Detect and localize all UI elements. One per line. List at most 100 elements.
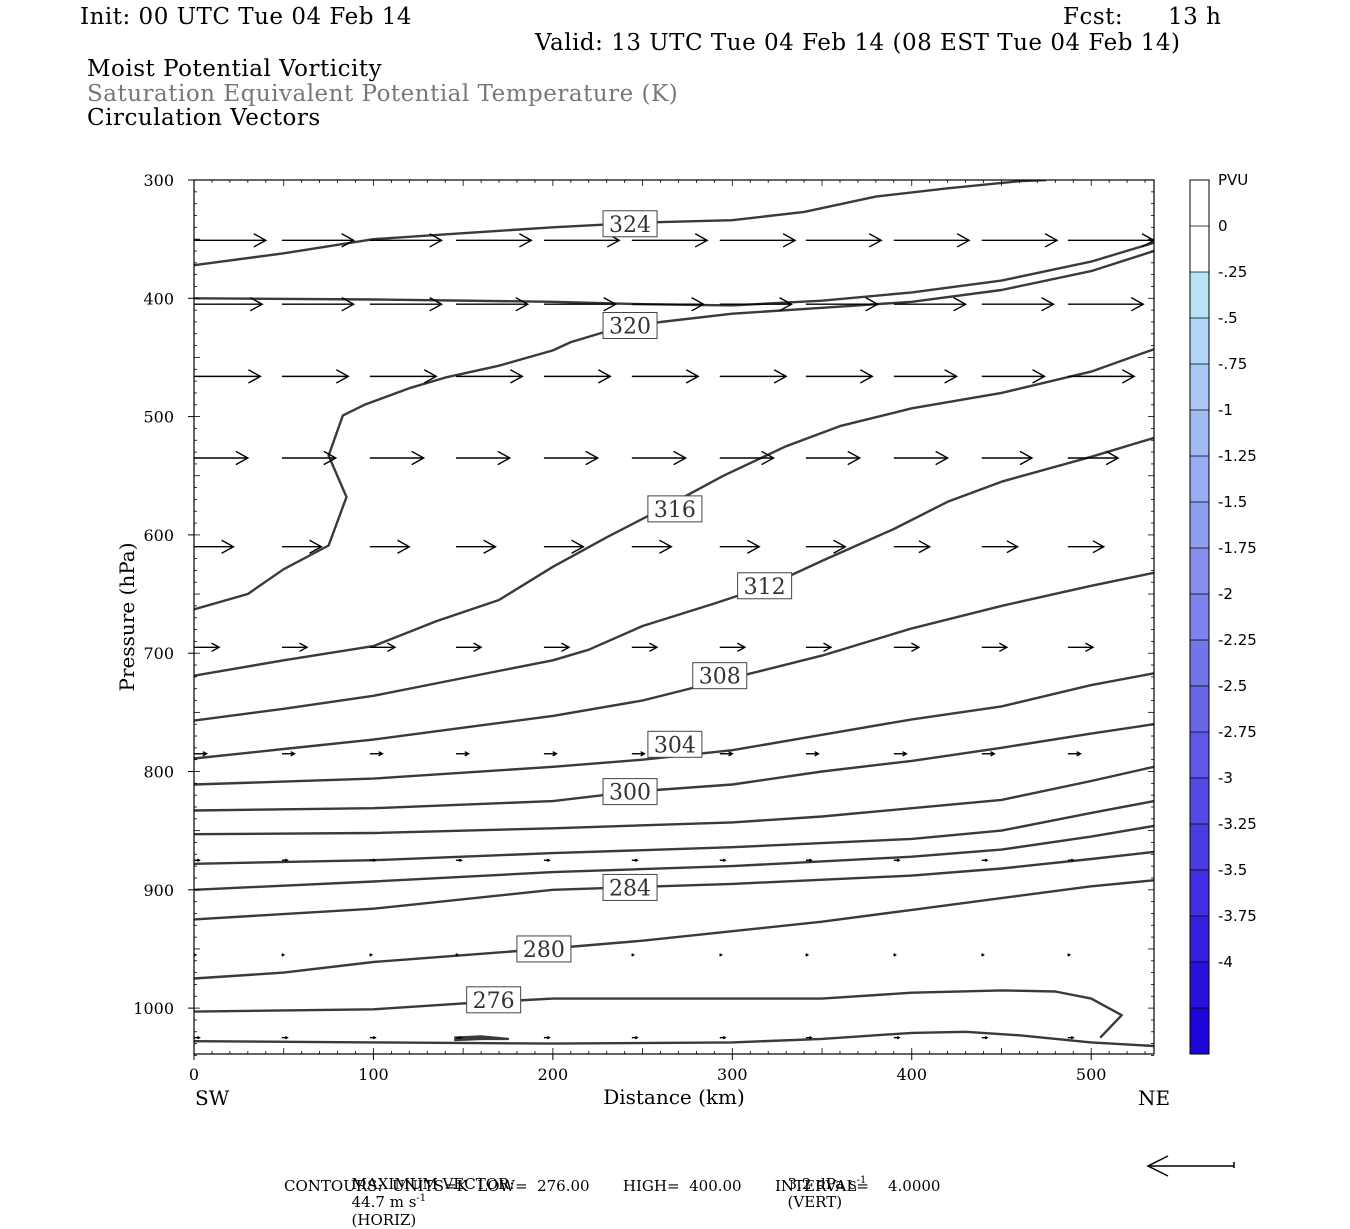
vector-arrowhead [561,642,571,653]
y-tick-label: 800 [143,763,174,782]
contour-label-box [692,662,748,690]
theta-es-contour [194,571,1154,760]
x-tick-label: 200 [538,1065,569,1084]
colorbar-frame [1189,179,1210,1055]
max-vector-vert-exp: -1 [856,1175,867,1186]
vector-arrowhead [546,858,551,862]
vector-arrowhead [953,297,968,312]
y-axis: 300 400 500 600 700 800 900 1000 [133,171,1154,1056]
vector-arrowhead [649,642,659,653]
contour-label: 280 [523,938,565,963]
vector-arrowhead [868,233,883,248]
theta-es-contour [194,249,1154,611]
contour-label-box [516,935,572,963]
forecast-label: Fcst: [1063,4,1124,30]
vector-arrowhead [1006,540,1020,554]
vector-arrowhead [773,369,788,384]
vector-arrowhead [859,369,874,384]
max-vector-label: MAXIMUM VECTOR: [351,1175,515,1193]
x-tick-label: 400 [896,1065,927,1084]
x-tick-label: 300 [717,1065,748,1084]
y-tick-label: 700 [143,644,174,663]
vector-arrowhead [429,233,444,248]
colorbar-swatch [1190,548,1209,595]
max-vector-horiz-exp: -1 [416,1193,427,1204]
vector-arrowhead [372,1035,377,1040]
x-tick-label: 500 [1076,1065,1107,1084]
vector-arrowhead [1105,450,1120,466]
x-tick-label: 100 [358,1065,389,1084]
contour-label: 308 [699,665,741,690]
vector-arrowhead [1092,540,1106,554]
contour-label: 316 [654,498,696,523]
vector-arrowhead [253,233,268,248]
vector-arrowhead [341,297,356,312]
vector-arrowhead [673,450,688,466]
vector-arrowhead [691,297,706,312]
colorbar-label: -.5 [1218,309,1238,327]
colorbar-swatch [1190,962,1209,1009]
contour-label: 312 [744,575,786,600]
vector-arrowhead [719,953,724,957]
vector-arrowhead [369,953,374,957]
vector-arrowhead [387,642,397,653]
contours-info: CONTOURS: UNITS=K LOW= 276.00 HIGH= 400.… [284,1177,941,1195]
colorbar-swatch [1190,226,1209,273]
theta-es-contour [194,1030,1154,1048]
vector-layer [194,233,1154,1040]
vector-arrowhead [761,450,776,466]
colorbar-swatch [1190,732,1209,779]
vector-arrowhead [597,369,612,384]
vector-arrowhead [571,539,585,554]
vector-arrowhead [634,1035,639,1040]
x-end-label-left: SW [195,1086,230,1110]
y-tick-label: 400 [143,289,174,308]
vector-arrowhead [411,450,426,466]
vector-arrowhead [221,539,235,554]
vector-arrowhead [944,369,959,384]
vert-tag: (VERT) [787,1193,843,1211]
colorbar-label: -1 [1218,401,1233,419]
colorbar-swatch [1190,502,1209,549]
vector-arrowhead [805,953,810,957]
vector-arrowhead [722,1035,727,1040]
contour-label-box [602,210,658,238]
vector-arrowhead [640,751,646,757]
vector-arrowhead [782,233,797,248]
theta-es-contour [194,879,1154,980]
y-tick-label: 500 [143,408,174,427]
vector-arrowhead [459,858,463,862]
vector-arrowhead [309,539,323,554]
vector-arrowhead [893,953,898,957]
colorbar-label: -3.5 [1218,861,1247,879]
theta-es-contour [194,799,1154,865]
vector-arrowhead [896,1035,901,1040]
vector-arrowhead [546,1035,551,1040]
colorbar-swatch [1190,180,1209,227]
vector-arrowhead [515,297,530,312]
contour-label: 300 [609,781,651,806]
vector-arrowhead [918,540,932,554]
colorbar-swatch [1190,916,1209,963]
theta-es-contour [194,241,1154,307]
vector-arrowhead [235,450,250,466]
colorbar-label: -3.25 [1218,815,1257,833]
contour-label: 284 [609,876,651,901]
plot-frame [193,179,1155,1055]
vector-arrowhead [1019,450,1034,466]
vector-arrowhead [249,297,264,312]
vector-arrowhead [464,751,470,757]
colorbar-label: -.25 [1218,263,1247,281]
vector-arrowhead [808,858,813,862]
vector-arrowhead [290,751,296,757]
vector-arrowhead [510,369,524,384]
colorbar-label: -.75 [1218,355,1247,373]
vector-arrowhead [808,1035,813,1040]
theta-es-contour [194,723,1154,812]
vector-arrowhead [552,751,558,757]
vector-arrowhead [323,450,338,466]
colorbar-swatch [1190,686,1209,733]
reference-vector-icon [1146,1155,1235,1177]
theta-es-contour [194,180,1047,267]
